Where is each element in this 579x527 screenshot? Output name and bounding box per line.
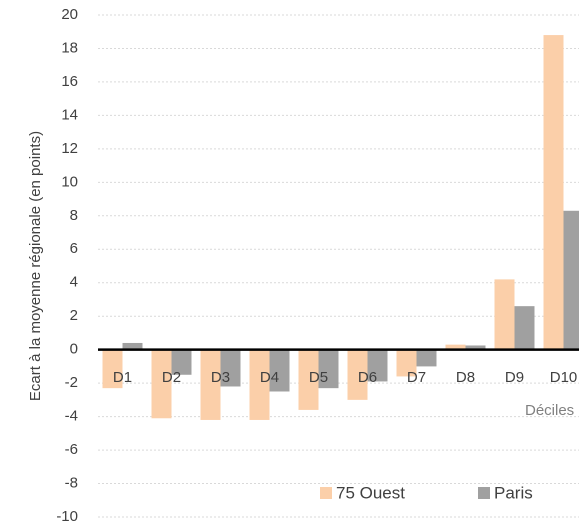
- legend-swatch: [320, 487, 332, 499]
- x-tick-label: D7: [407, 369, 426, 386]
- bar: [347, 349, 368, 400]
- bar: [416, 349, 437, 367]
- x-tick-label: D6: [358, 369, 377, 386]
- y-tick-label: -2: [65, 374, 78, 391]
- y-tick-label: 14: [61, 106, 78, 123]
- bar: [494, 279, 515, 350]
- y-tick-label: 12: [61, 140, 78, 157]
- bar: [445, 344, 466, 350]
- bar: [563, 210, 579, 350]
- y-tick-label: 0: [70, 341, 78, 358]
- bar: [465, 345, 486, 350]
- y-tick-label: 20: [61, 6, 78, 23]
- y-tick-label: 18: [61, 39, 78, 56]
- x-tick-label: D10: [550, 369, 578, 386]
- y-tick-label: -6: [65, 441, 78, 458]
- bar: [200, 349, 221, 420]
- legend-swatch: [478, 487, 490, 499]
- bar: [171, 349, 192, 375]
- y-tick-label: 6: [70, 240, 78, 257]
- y-tick-label: -4: [65, 408, 78, 425]
- y-tick-label: 8: [70, 207, 78, 224]
- x-tick-label: D3: [211, 369, 230, 386]
- x-tick-label: D5: [309, 369, 328, 386]
- bar: [396, 349, 417, 377]
- y-tick-label: 4: [70, 274, 78, 291]
- x-tick-label: D2: [162, 369, 181, 386]
- y-tick-label: -8: [65, 475, 78, 492]
- bar: [249, 349, 270, 420]
- bar: [269, 349, 290, 392]
- bar: [514, 306, 535, 350]
- legend-label: Paris: [494, 483, 533, 502]
- bar: [543, 35, 564, 350]
- x-tick-label: D1: [113, 369, 132, 386]
- x-axis-label: Déciles: [525, 402, 574, 419]
- x-tick-label: D9: [505, 369, 524, 386]
- x-tick-label: D4: [260, 369, 279, 386]
- bar: [367, 349, 388, 382]
- bar: [298, 349, 319, 410]
- y-tick-label: -10: [56, 508, 78, 525]
- bar: [102, 349, 123, 389]
- y-tick-label: 10: [61, 173, 78, 190]
- x-tick-label: D8: [456, 369, 475, 386]
- bar: [318, 349, 339, 389]
- y-tick-label: 2: [70, 307, 78, 324]
- y-tick-label: 16: [61, 73, 78, 90]
- y-axis-label: Ecart à la moyenne régionale (en points): [27, 131, 44, 401]
- bar: [220, 349, 241, 387]
- bar: [122, 342, 143, 350]
- bar: [151, 349, 172, 419]
- legend-label: 75 Ouest: [336, 483, 405, 502]
